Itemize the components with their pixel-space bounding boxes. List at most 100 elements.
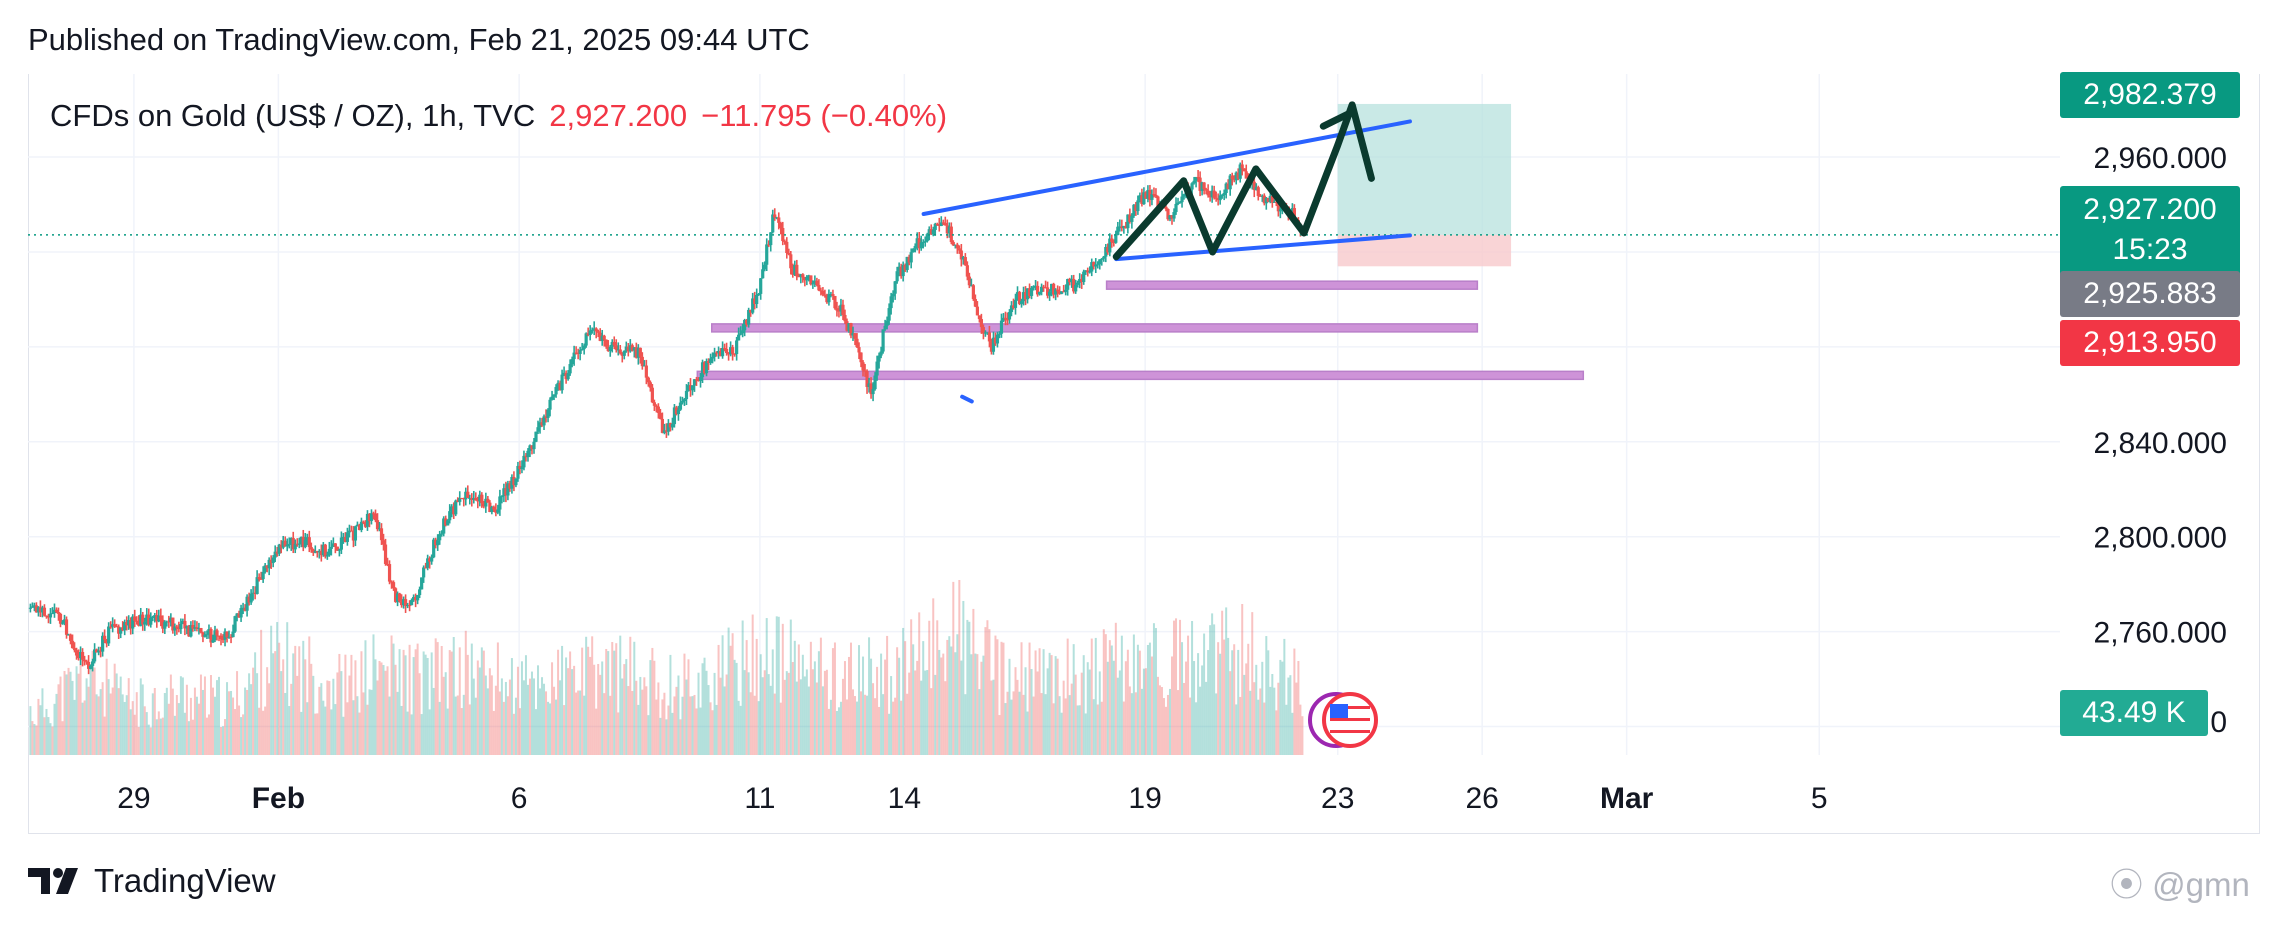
candle-body xyxy=(955,244,959,249)
volume-bar xyxy=(809,641,812,755)
legend-price: 2,927.200 xyxy=(549,98,688,133)
volume-bar xyxy=(687,659,690,755)
volume-bar xyxy=(1058,696,1061,755)
candle-body xyxy=(997,333,1002,335)
candle-body xyxy=(430,557,434,562)
volume-bar xyxy=(1052,703,1055,755)
candle-body xyxy=(773,214,777,218)
candle-body xyxy=(584,333,588,346)
candle-body xyxy=(572,352,576,360)
candle-body xyxy=(1080,278,1084,283)
volume-bar xyxy=(246,689,249,755)
candle-body xyxy=(241,607,245,609)
candle-body xyxy=(1232,179,1236,181)
volume-bar xyxy=(348,675,351,755)
volume-bar xyxy=(729,645,732,755)
candle-body xyxy=(793,264,797,275)
candle-body xyxy=(650,387,654,403)
volume-bar xyxy=(408,644,411,755)
volume-bar xyxy=(254,652,257,755)
candle-body xyxy=(987,332,992,342)
volume-bar xyxy=(579,690,582,755)
volume-bar xyxy=(308,636,311,755)
candle-body xyxy=(803,277,807,281)
candle-body xyxy=(1098,259,1102,265)
tradingview-logo-icon xyxy=(28,868,78,894)
candle-body xyxy=(749,309,753,313)
candle-body xyxy=(1210,190,1214,198)
volume-bar xyxy=(1199,686,1202,755)
candle-body xyxy=(588,330,592,336)
volume-bar xyxy=(340,671,343,755)
volume-bar xyxy=(1289,675,1292,755)
volume-bar xyxy=(143,706,146,755)
candle-body xyxy=(560,374,564,391)
candle-body xyxy=(1222,193,1226,195)
candle-body xyxy=(494,509,498,513)
volume-bar xyxy=(276,622,279,755)
candle-body xyxy=(1218,195,1222,201)
volume-bar xyxy=(845,699,848,755)
candle-body xyxy=(412,596,416,601)
volume-bar xyxy=(486,688,489,755)
candle-body xyxy=(662,430,667,433)
candle-body xyxy=(823,294,827,296)
volume-bar xyxy=(1014,667,1017,755)
candle-body xyxy=(117,626,121,634)
volume-bar xyxy=(555,699,558,755)
volume-bar xyxy=(201,689,204,755)
candle-body xyxy=(1138,195,1142,201)
volume-bar xyxy=(904,641,907,755)
volume-bar xyxy=(1233,644,1236,755)
tradingview-brand[interactable]: TradingView xyxy=(28,862,276,900)
volume-bar xyxy=(611,642,614,755)
candle-body xyxy=(269,559,273,564)
candle-body xyxy=(1090,262,1094,272)
volume-bar xyxy=(316,713,319,755)
candle-body xyxy=(355,524,360,527)
candle-body xyxy=(97,650,101,653)
target-price-tag: 2,982.379 xyxy=(2060,72,2240,118)
candle-body xyxy=(690,385,695,391)
volume-bar xyxy=(851,689,854,755)
volume-bar xyxy=(157,711,160,755)
candle-body xyxy=(247,596,251,603)
volume-bar xyxy=(91,650,94,755)
volume-bar xyxy=(328,681,331,755)
x-tick-label: 19 xyxy=(1128,782,1161,815)
candle-body xyxy=(626,346,630,352)
volume-bar xyxy=(1044,694,1047,755)
candle-body xyxy=(1206,190,1210,196)
volume-bar xyxy=(537,665,540,755)
candle-body xyxy=(185,626,189,629)
flag-icon[interactable] xyxy=(1308,692,1378,748)
candle-body xyxy=(682,399,687,402)
candle-body xyxy=(319,550,323,556)
volume-bar xyxy=(990,680,993,755)
candle-body xyxy=(149,617,153,625)
volume-bar xyxy=(1269,686,1272,755)
volume-bar xyxy=(488,668,491,755)
candle-body xyxy=(93,649,97,662)
zigzag-arrow-head xyxy=(1319,108,1356,130)
volume-bar xyxy=(1223,639,1226,755)
candle-body xyxy=(64,619,69,635)
volume-bar xyxy=(454,696,457,755)
volume-bar xyxy=(396,691,399,755)
volume-bar xyxy=(1096,704,1099,755)
volume-bar xyxy=(1146,644,1149,755)
volume-bar xyxy=(669,654,672,755)
candle-body xyxy=(771,214,775,233)
symbol-legend[interactable]: CFDs on Gold (US$ / OZ), 1h, TVC 2,927.20… xyxy=(50,98,947,134)
volume-bar xyxy=(484,675,487,755)
volume-bar xyxy=(767,674,770,755)
volume-bar xyxy=(406,711,409,755)
volume-bar xyxy=(181,677,184,755)
volume-bar xyxy=(821,686,824,755)
volume-bar xyxy=(1118,670,1121,755)
volume-bar xyxy=(1138,650,1141,755)
candle-body xyxy=(1146,190,1150,199)
volume-bar xyxy=(141,684,144,755)
volume-bar xyxy=(962,600,965,755)
